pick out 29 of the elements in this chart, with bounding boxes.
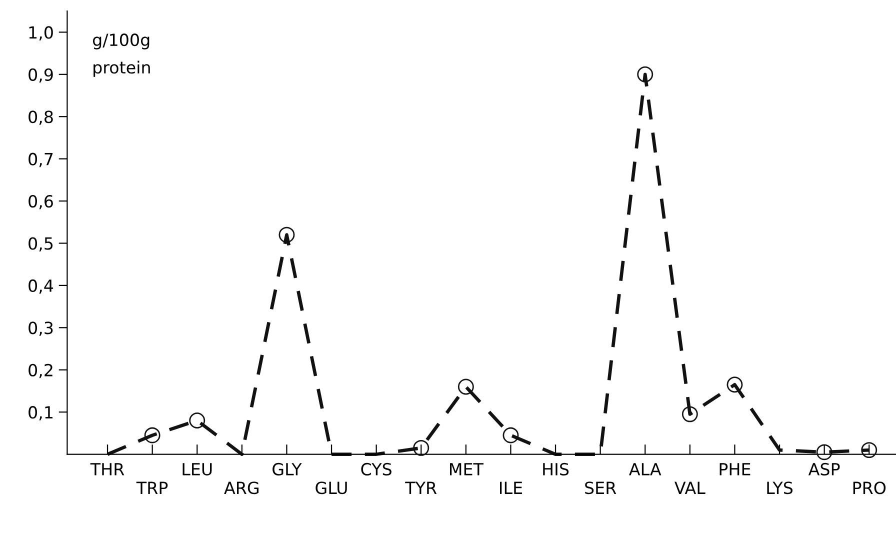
x-tick-label: TRP: [136, 482, 168, 494]
x-tick-label: ALA: [629, 463, 662, 476]
x-tick-label: SER: [585, 482, 616, 494]
x-tick-label: ASP: [808, 462, 840, 476]
x-tick-label: PHE: [720, 463, 750, 476]
y-tick-label: 0,8: [28, 110, 53, 125]
y-tick-label: 1,0: [29, 26, 53, 40]
x-tick-label: ILE: [500, 482, 522, 494]
x-tick-label: TYR: [405, 482, 437, 494]
y-tick-label: 0,1: [28, 406, 52, 420]
x-tick-label: MET: [450, 463, 484, 476]
x-tick-label: CYS: [361, 462, 392, 476]
x-tick-label: LEU: [182, 463, 212, 476]
y-tick-label: 0,6: [28, 194, 53, 210]
x-tick-label: ARG: [224, 482, 258, 494]
x-tick-label: VAL: [674, 482, 706, 494]
y-tick-label: 0,3: [28, 322, 53, 336]
y-tick-label: 0,2: [28, 364, 52, 378]
y-tick-label: 0,5: [28, 237, 53, 252]
y-tick-label: 0,7: [28, 152, 53, 168]
x-tick-label: THR: [90, 463, 124, 476]
x-tick-label: LYS: [767, 482, 793, 494]
x-tick-label: GLU: [316, 482, 347, 494]
y-tick-label: 0,4: [28, 279, 54, 294]
y-tick-label: 0,9: [28, 68, 53, 83]
annotation: g/100g protein: [92, 34, 150, 77]
x-tick-label: GLY: [272, 462, 302, 476]
x-tick-label: HIS: [543, 462, 569, 476]
x-tick-label: PRO: [853, 482, 886, 494]
